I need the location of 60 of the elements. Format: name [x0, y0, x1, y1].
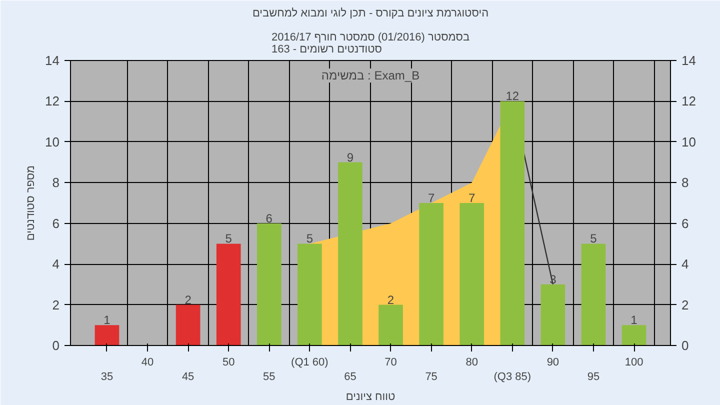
x-tick-label: 70 [384, 356, 397, 368]
bar [298, 244, 322, 346]
y-tick-label: 8 [52, 175, 60, 190]
bar [256, 223, 282, 346]
chart-subtitle: בסמסטר (01/2016) סמסטר חורף 2016/17 סטודנטים רשומים - 163 [271, 32, 470, 56]
x-tick-label: 35 [100, 370, 114, 383]
y-tick-label: 14 [45, 53, 60, 68]
y2-tick-label: 8 [682, 175, 689, 190]
data-label: 7 [428, 191, 435, 205]
data-label: 5 [306, 232, 314, 246]
x-axis-title: טווח ציונים [346, 390, 396, 403]
bar [622, 325, 646, 346]
data-label: 2 [387, 292, 394, 307]
data-label: 2 [184, 292, 192, 307]
data-label: 1 [630, 313, 638, 328]
x-tick-label: 40 [141, 356, 154, 368]
y2-tick-label: 4 [682, 256, 689, 272]
x-tick-label: (Q1 60) [291, 356, 328, 368]
data-label: 1 [104, 313, 111, 328]
bar [338, 162, 362, 346]
x-tick-label: (Q3 85) [494, 370, 532, 383]
y-tick-label: 0 [52, 338, 60, 353]
data-label: 12 [506, 89, 520, 104]
x-tick-label: 95 [587, 370, 600, 383]
y-tick-label: 2 [52, 297, 60, 312]
y-axis-title: מספר סטודנטים [25, 165, 38, 241]
bar [216, 244, 241, 346]
bar [419, 203, 444, 346]
bar [176, 304, 200, 346]
data-label: 5 [590, 232, 598, 246]
data-label: 6 [266, 211, 273, 226]
bar [540, 284, 566, 346]
annotation: במשימה : Exam_B [321, 68, 420, 82]
x-tick-label: 50 [222, 356, 235, 368]
chart-title: היסטוגרמת ציונים בקורס - תכן לוגי ומבוא למחשבים [252, 8, 489, 20]
data-label: 5 [225, 232, 232, 246]
y2-tick-label: 2 [682, 297, 689, 312]
bar [581, 244, 606, 346]
bar [378, 304, 403, 346]
y2-tick-label: 6 [682, 216, 689, 231]
x-tick-label: 80 [466, 356, 478, 368]
x-tick-label: 100 [624, 356, 644, 368]
data-label: 9 [346, 150, 354, 164]
y2-tick-label: 12 [682, 94, 696, 109]
x-tick-label: 45 [182, 370, 194, 383]
y-tick-label: 12 [45, 94, 60, 109]
bar [460, 203, 484, 346]
bar [500, 101, 525, 346]
data-label: 7 [468, 191, 476, 205]
x-tick-label: 65 [344, 370, 356, 383]
x-tick-label: 55 [263, 370, 276, 383]
y-tick-label: 6 [52, 216, 60, 231]
x-tick-label: 90 [546, 356, 560, 368]
y2-tick-label: 14 [682, 53, 696, 68]
y2-tick-label: 0 [682, 338, 689, 353]
y-tick-label: 4 [52, 256, 60, 272]
y-tick-label: 10 [45, 134, 60, 150]
bar [94, 325, 120, 346]
x-tick-label: 75 [425, 370, 438, 383]
y2-tick-label: 10 [682, 134, 696, 150]
